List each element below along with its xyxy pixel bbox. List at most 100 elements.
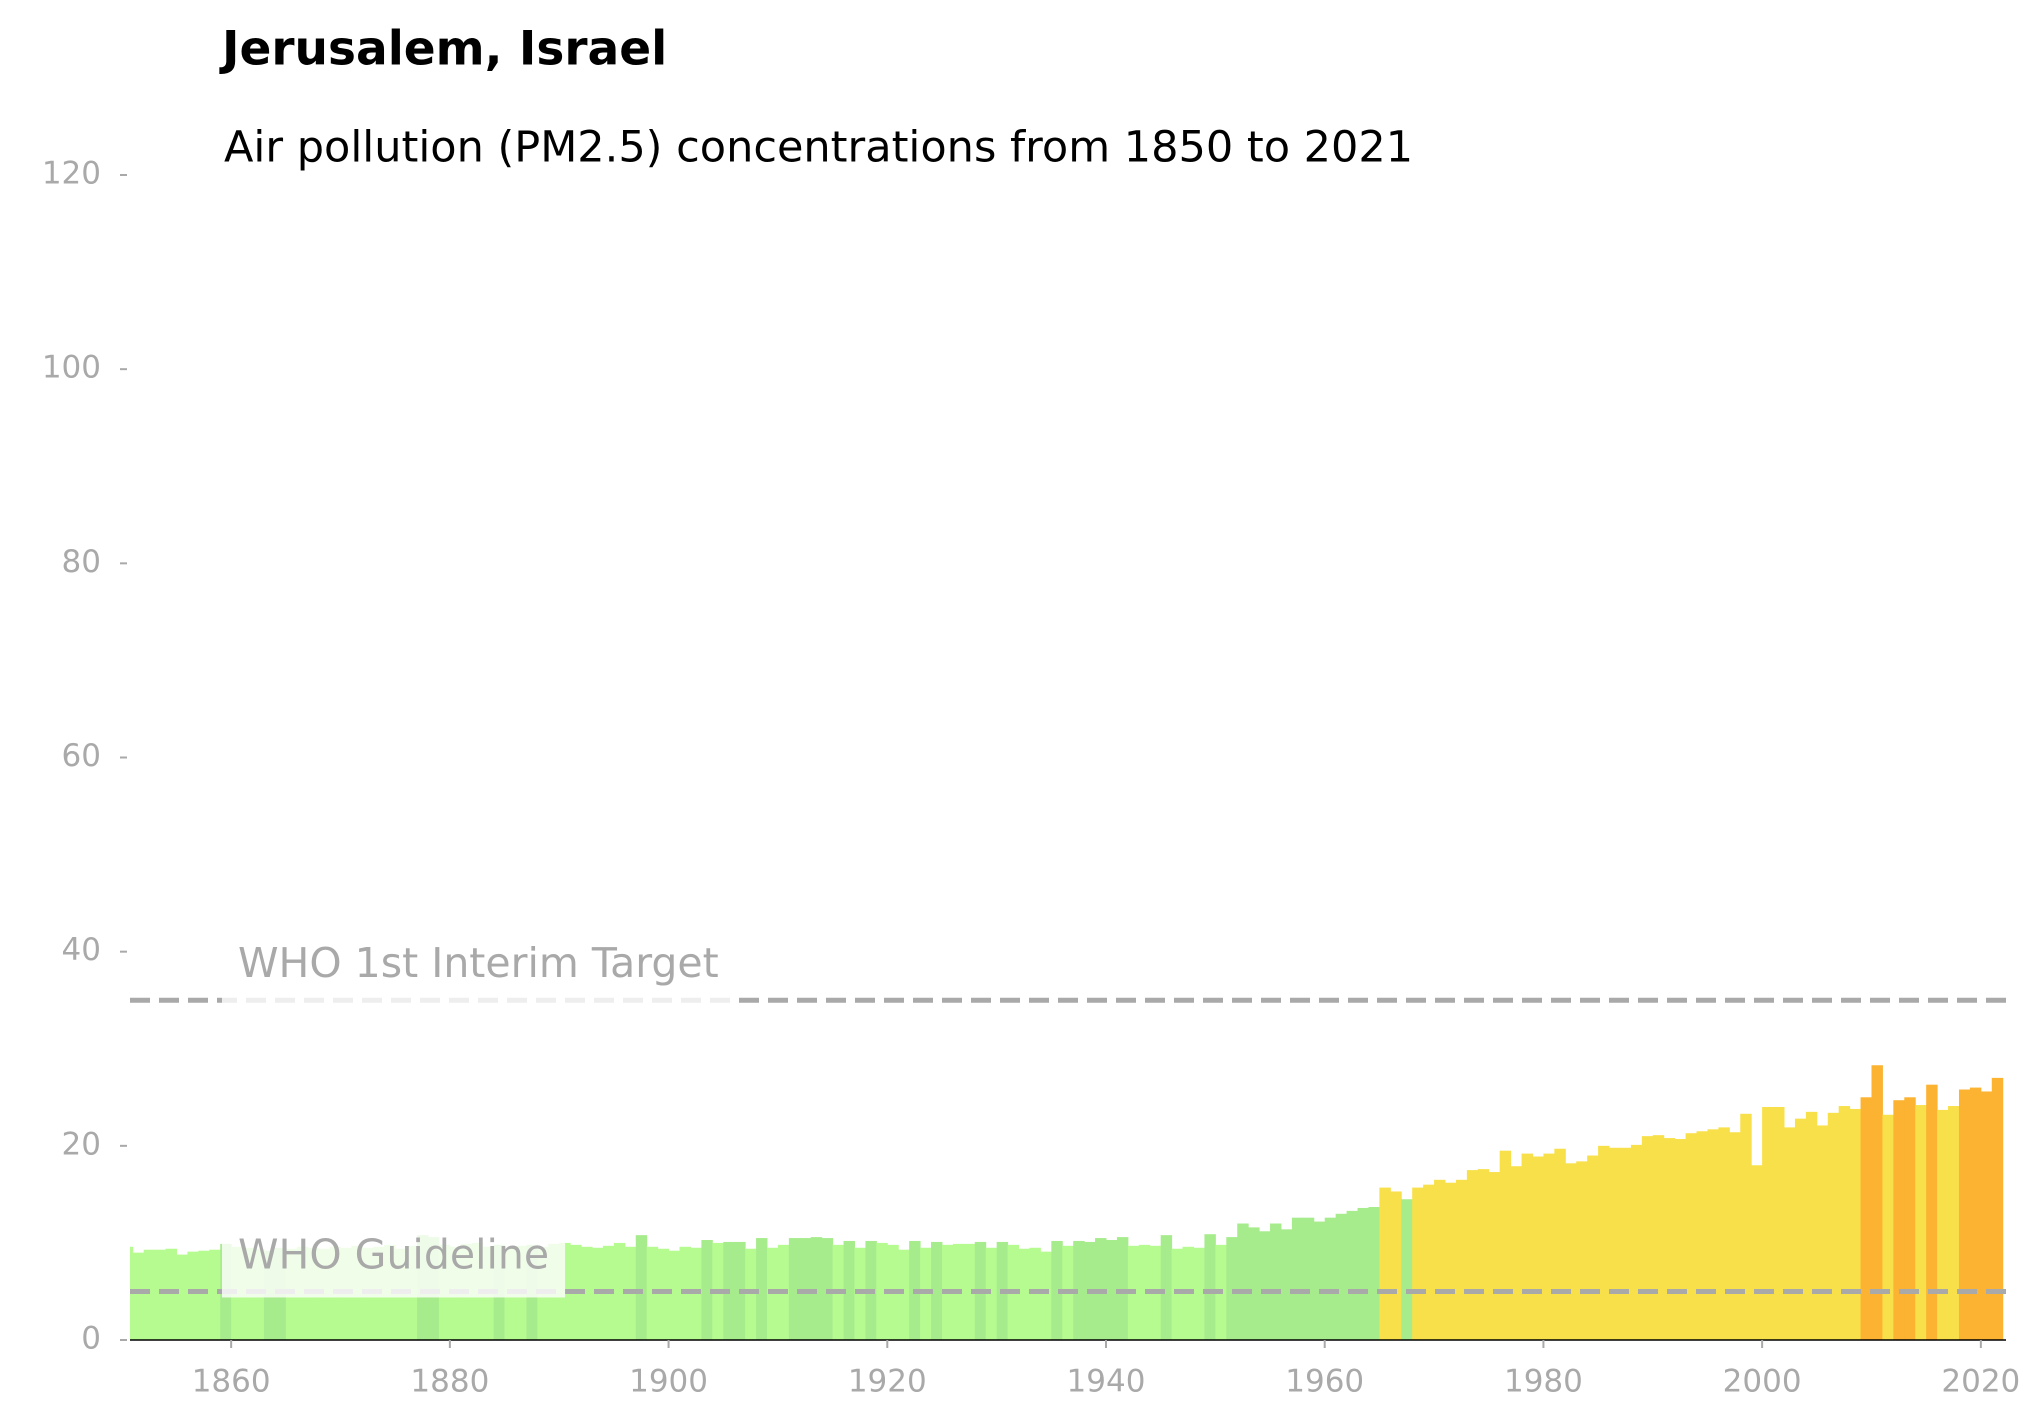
bar xyxy=(1816,1125,1829,1340)
bar xyxy=(1532,1156,1544,1340)
x-tick-label: 1920 xyxy=(848,1364,927,1400)
bar xyxy=(1838,1106,1851,1340)
bar xyxy=(1630,1144,1643,1340)
bar xyxy=(1805,1111,1818,1340)
bar xyxy=(1543,1153,1555,1340)
bar xyxy=(1051,1240,1063,1340)
bar xyxy=(876,1242,888,1340)
bar xyxy=(1980,1091,1993,1340)
bar xyxy=(198,1250,210,1340)
bar xyxy=(154,1249,167,1340)
bar xyxy=(1270,1223,1282,1340)
y-tick-label: 80 xyxy=(62,544,101,580)
bar xyxy=(1882,1114,1894,1340)
bar xyxy=(1740,1113,1752,1340)
bar xyxy=(581,1246,593,1340)
bar xyxy=(165,1248,177,1340)
bar xyxy=(1106,1240,1118,1340)
x-tick-label: 1900 xyxy=(629,1364,708,1400)
bar xyxy=(1926,1084,1938,1340)
chart-title: Jerusalem, Israel xyxy=(219,22,667,77)
y-tick-label: 20 xyxy=(62,1126,101,1162)
bar xyxy=(1762,1107,1774,1340)
bar xyxy=(1937,1109,1949,1340)
bar xyxy=(1171,1248,1184,1340)
bar xyxy=(1466,1170,1479,1340)
bar xyxy=(1521,1153,1533,1340)
bar xyxy=(1729,1132,1741,1340)
bar xyxy=(635,1235,648,1340)
bar xyxy=(1871,1065,1883,1340)
bar xyxy=(1040,1251,1052,1340)
bar xyxy=(1849,1108,1862,1340)
bar xyxy=(985,1247,998,1340)
bar xyxy=(1696,1131,1708,1340)
bar xyxy=(701,1240,713,1340)
bar xyxy=(1991,1077,2004,1340)
bar xyxy=(810,1237,823,1340)
bar xyxy=(1324,1217,1337,1340)
bar xyxy=(1445,1182,1457,1340)
bar xyxy=(1390,1191,1402,1340)
bar xyxy=(1346,1210,1359,1340)
bar xyxy=(1576,1161,1588,1340)
bar xyxy=(1160,1235,1173,1340)
reference-label: WHO 1st Interim Target xyxy=(238,939,719,987)
y-tick-label: 100 xyxy=(42,350,101,386)
bar xyxy=(1018,1248,1030,1340)
bar xyxy=(843,1240,855,1340)
bar xyxy=(1488,1172,1501,1340)
bar xyxy=(1773,1107,1785,1340)
bar xyxy=(1226,1237,1238,1340)
bar xyxy=(1237,1223,1249,1340)
x-tick-label: 1880 xyxy=(410,1364,489,1400)
bar xyxy=(1707,1129,1719,1340)
bar xyxy=(1280,1229,1293,1340)
bar xyxy=(756,1238,768,1340)
bar xyxy=(657,1248,670,1340)
x-tick-label: 1860 xyxy=(192,1364,271,1400)
bar xyxy=(1357,1207,1369,1340)
x-tick-label: 2000 xyxy=(1723,1364,1802,1400)
chart-subtitle: Air pollution (PM2.5) concentrations fro… xyxy=(224,123,1413,173)
x-tick-label: 1940 xyxy=(1067,1364,1146,1400)
bar xyxy=(1652,1135,1665,1340)
bar xyxy=(1116,1237,1129,1340)
bar xyxy=(1313,1221,1326,1340)
bar xyxy=(1609,1147,1621,1340)
bar xyxy=(1904,1097,1916,1340)
bar xyxy=(1073,1240,1085,1340)
bar xyxy=(1827,1112,1840,1340)
bar xyxy=(1510,1166,1523,1340)
bar xyxy=(1434,1179,1446,1340)
bar xyxy=(1685,1133,1698,1340)
bar xyxy=(187,1251,199,1340)
bar xyxy=(963,1243,976,1340)
bar xyxy=(1598,1145,1610,1340)
bar xyxy=(1587,1155,1599,1340)
bar xyxy=(1958,1089,1971,1340)
bar xyxy=(1302,1217,1315,1340)
bar xyxy=(1291,1217,1304,1340)
y-tick-label: 0 xyxy=(81,1321,101,1357)
bar xyxy=(898,1249,910,1340)
bar xyxy=(1379,1187,1391,1340)
y-tick-label: 120 xyxy=(42,156,101,192)
bar xyxy=(1423,1184,1435,1340)
bar xyxy=(1948,1106,1960,1340)
bar xyxy=(1138,1244,1151,1340)
bar xyxy=(1499,1150,1512,1340)
bar xyxy=(931,1241,943,1340)
x-tick-label: 2020 xyxy=(1941,1364,2020,1400)
bar xyxy=(1193,1247,1205,1340)
bar xyxy=(1412,1187,1424,1340)
bar xyxy=(1674,1139,1687,1340)
y-tick-label: 40 xyxy=(62,932,101,968)
bar xyxy=(1718,1127,1730,1340)
x-tick-label: 1960 xyxy=(1285,1364,1364,1400)
reference-label-box xyxy=(222,1222,566,1298)
bar xyxy=(209,1249,221,1340)
bar xyxy=(1554,1148,1566,1340)
bar xyxy=(1751,1165,1763,1340)
